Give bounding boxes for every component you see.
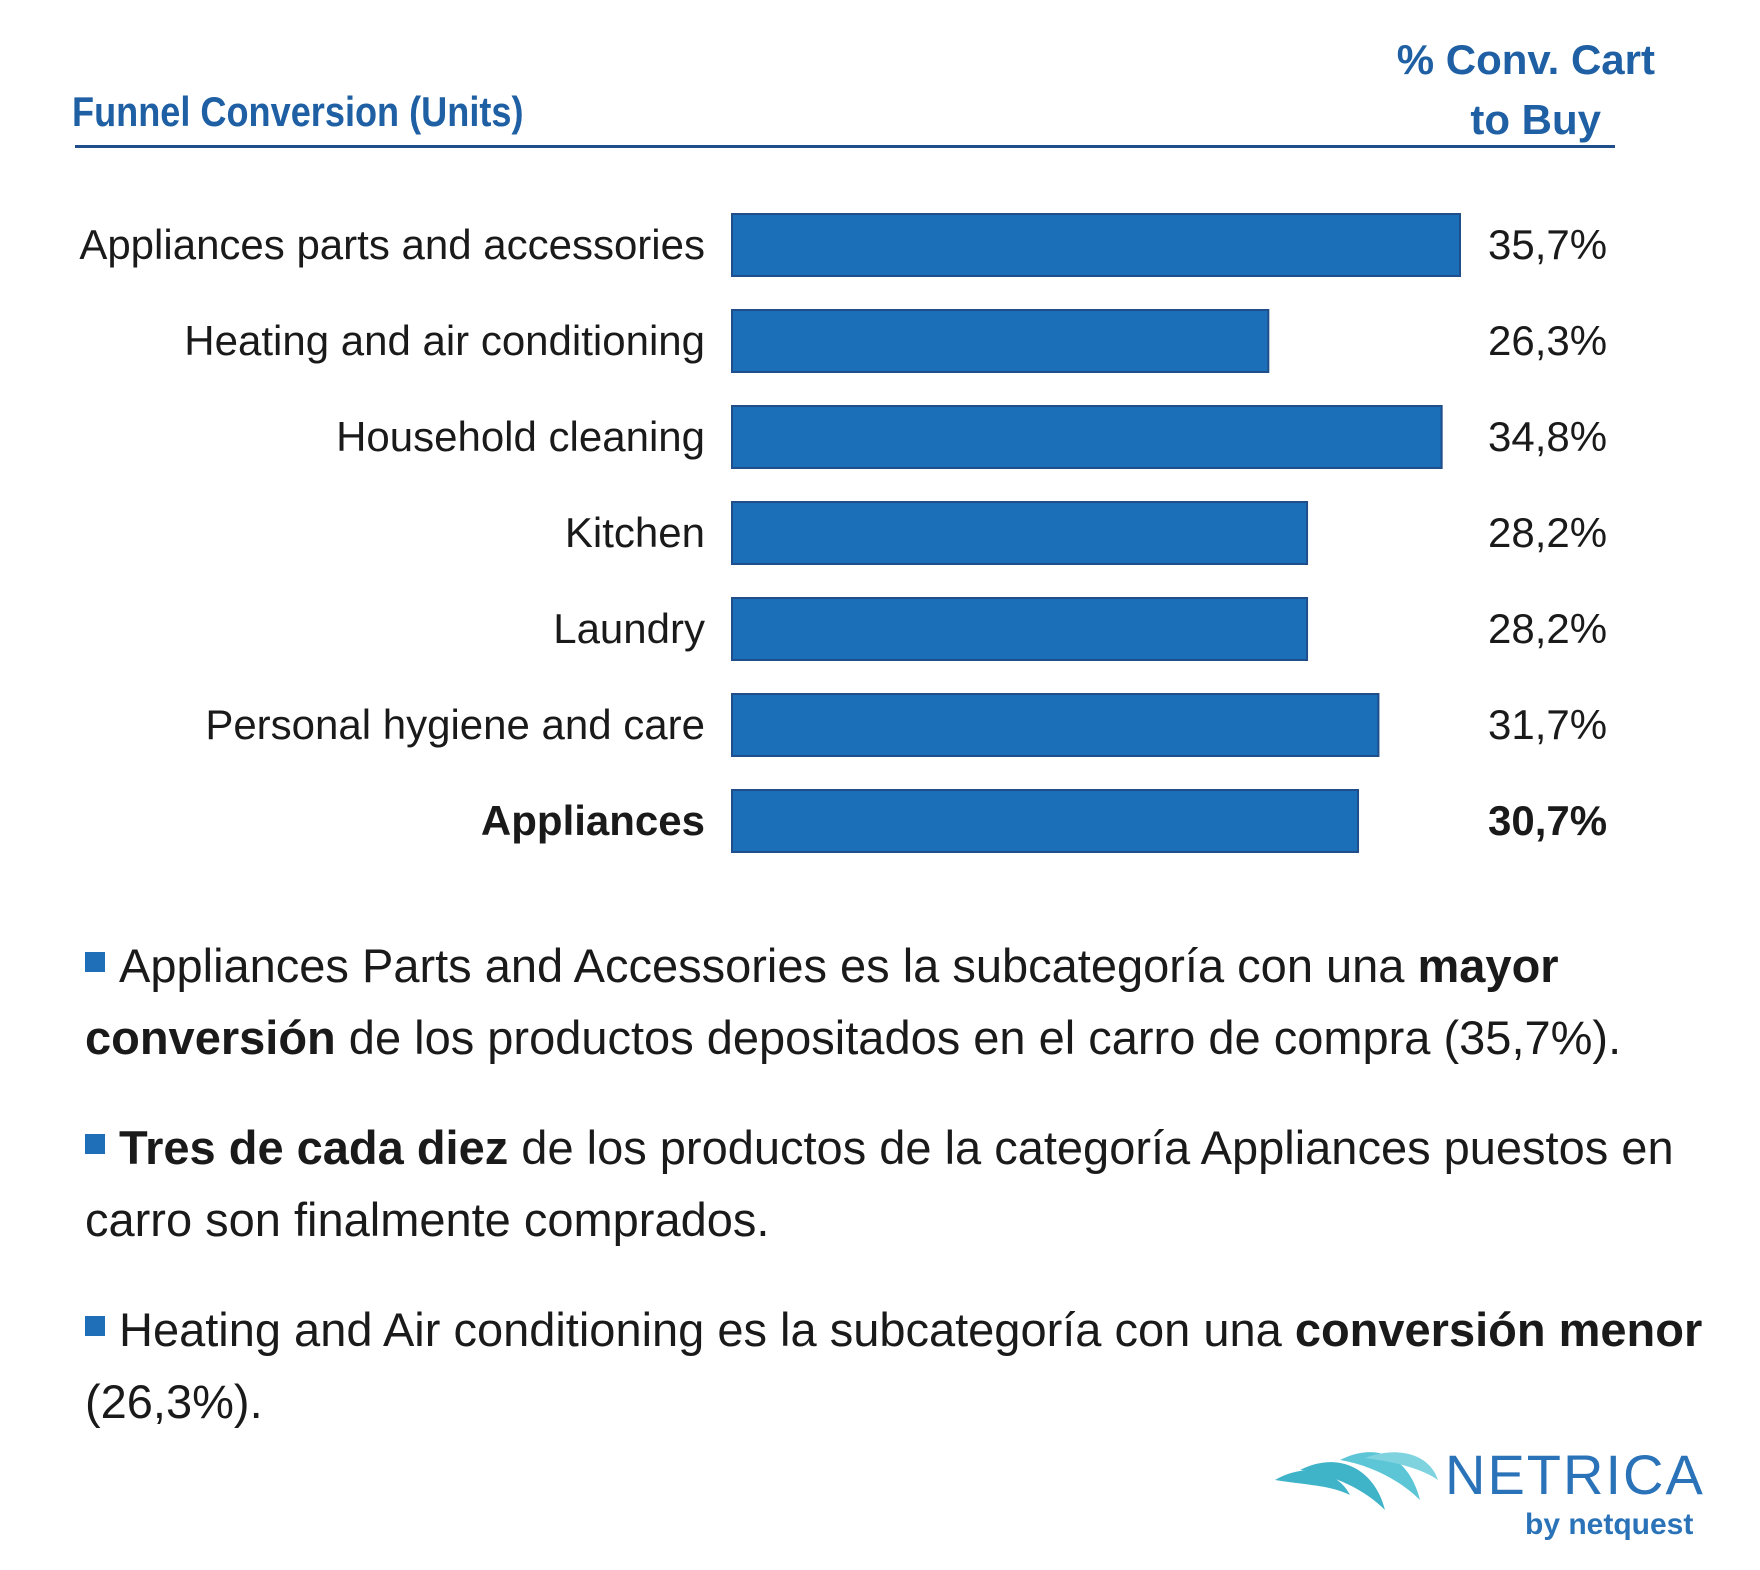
netrica-wave-icon (1275, 1452, 1438, 1510)
value-column-header: % Conv. Cart to Buy (1295, 30, 1655, 150)
category-label-3: Kitchen (565, 509, 705, 556)
bar-3 (731, 501, 1309, 565)
finding-text: (26,3%). (85, 1375, 263, 1428)
logo-tagline: by netquest (1525, 1508, 1694, 1541)
finding-item: Appliances Parts and Accessories es la s… (85, 930, 1745, 1074)
finding-text: Heating and Air conditioning es la subca… (119, 1303, 1295, 1356)
finding-item: Tres de cada diez de los productos de la… (85, 1112, 1745, 1256)
category-label-1: Heating and air conditioning (184, 317, 705, 364)
chart-title: Funnel Conversion (Units) (72, 88, 524, 135)
value-label-3: 28,2% (1488, 509, 1607, 556)
finding-text: Appliances Parts and Accessories es la s… (119, 939, 1418, 992)
bar-4 (731, 597, 1309, 661)
category-label-6: Appliances (481, 797, 705, 844)
finding-emphasis: conversión menor (1294, 1303, 1703, 1356)
bar-2 (731, 405, 1443, 469)
value-label-4: 28,2% (1488, 605, 1607, 652)
value-column-header-line1: % Conv. Cart (1396, 36, 1655, 83)
value-label-1: 26,3% (1488, 317, 1607, 364)
value-label-0: 35,7% (1488, 221, 1607, 268)
value-column-header-line2: to Buy (1470, 96, 1601, 143)
bullet-square-icon (85, 1134, 105, 1154)
value-label-5: 31,7% (1488, 701, 1607, 748)
finding-text: de los productos depositados en el carro… (335, 1011, 1622, 1064)
logo-wordmark: NETRICA (1445, 1443, 1705, 1506)
category-label-2: Household cleaning (336, 413, 705, 460)
findings-list: Appliances Parts and Accessories es la s… (85, 930, 1745, 1476)
category-label-5: Personal hygiene and care (205, 701, 705, 748)
bullet-square-icon (85, 1316, 105, 1336)
finding-emphasis: Tres de cada diez (119, 1121, 509, 1174)
finding-text: de los productos de la categoría Applian… (85, 1121, 1674, 1246)
netrica-logo: NETRICA by netquest (1270, 1440, 1703, 1550)
bar-5 (731, 693, 1380, 757)
bar-6 (731, 789, 1360, 853)
category-label-4: Laundry (553, 605, 705, 652)
header-divider (75, 145, 1615, 148)
bar-0 (731, 213, 1461, 277)
finding-emphasis: mayor conversión (85, 939, 1559, 1064)
bullet-square-icon (85, 952, 105, 972)
value-label-2: 34,8% (1488, 413, 1607, 460)
value-label-6: 30,7% (1488, 797, 1607, 844)
finding-item: Heating and Air conditioning es la subca… (85, 1294, 1745, 1438)
bar-chart: Appliances parts and accessories 35,7% Hea… (79, 213, 1607, 853)
bar-1 (731, 309, 1270, 373)
category-label-0: Appliances parts and accessories (79, 221, 705, 268)
